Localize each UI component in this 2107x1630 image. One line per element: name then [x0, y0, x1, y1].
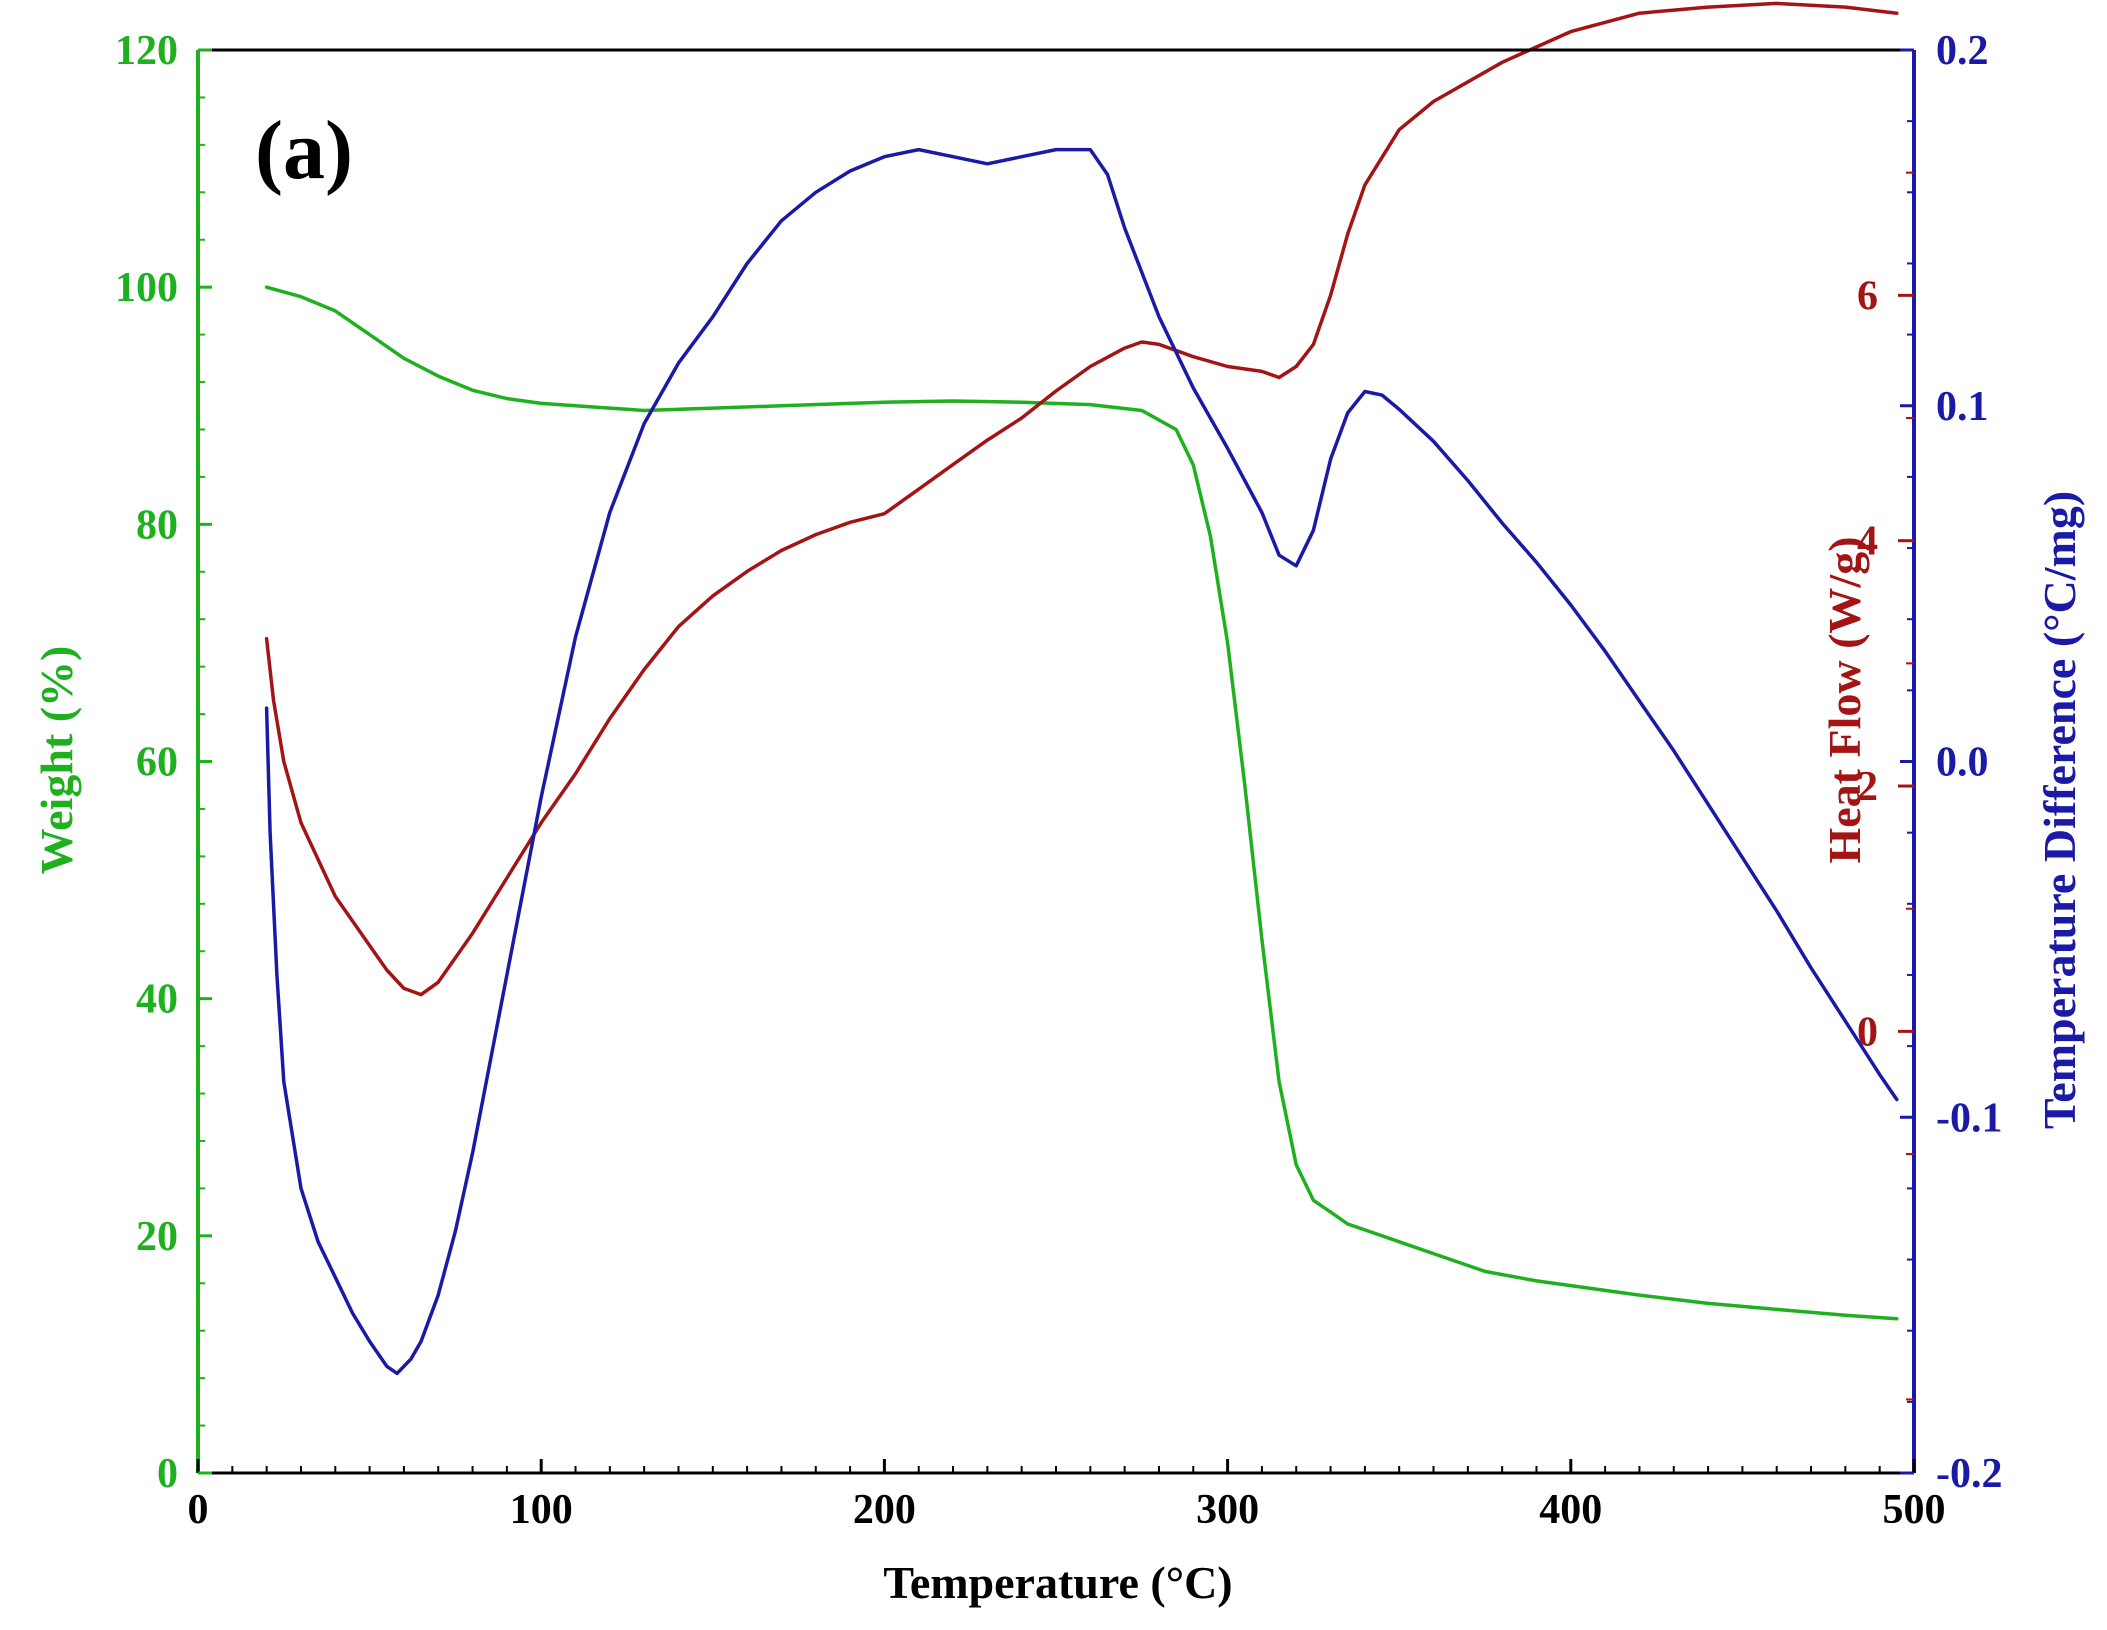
weight-curve — [264, 285, 1899, 1321]
temperature-difference-tick-label: 0.0 — [1936, 740, 1989, 786]
temperature-difference-curve — [264, 147, 1899, 1376]
weight-tick-label: 120 — [115, 28, 178, 74]
heat-flow-tick-label: 4 — [1857, 519, 1878, 565]
heat-flow-axis-title: Heat Flow (W/g) — [1819, 536, 1870, 863]
weight-tick-label: 80 — [136, 502, 178, 548]
weight-tick-label: 20 — [136, 1214, 178, 1260]
x-tick-label: 100 — [510, 1487, 573, 1533]
x-tick-label: 300 — [1196, 1487, 1259, 1533]
x-tick-label: 400 — [1539, 1487, 1602, 1533]
weight-tick-label: 40 — [136, 977, 178, 1023]
temperature-difference-tick-label: -0.2 — [1936, 1451, 2003, 1497]
x-tick-label: 200 — [853, 1487, 916, 1533]
temperature-difference-tick-label: 0.2 — [1936, 28, 1989, 74]
x-axis-title: Temperature (°C) — [883, 1557, 1232, 1608]
weight-axis-title: Weight (%) — [31, 646, 82, 875]
heat-flow-tick-label: 6 — [1857, 273, 1878, 319]
panel-label: (a) — [255, 104, 353, 197]
x-tick-label: 0 — [188, 1487, 209, 1533]
weight-tick-label: 60 — [136, 740, 178, 786]
temperature-difference-tick-label: -0.1 — [1936, 1095, 2003, 1141]
temperature-difference-axis-title: Temperature Difference (°C/mg) — [2034, 491, 2085, 1129]
heat-flow-curve — [264, 1, 1899, 997]
heat-flow-tick-label: 2 — [1857, 764, 1878, 810]
tick-layer: 0 100 200 300 400 500020406080100120-0.2-0.10… — [115, 28, 2003, 1533]
heat-flow-tick-label: 0 — [1857, 1009, 1878, 1055]
temperature-difference-tick-label: 0.1 — [1936, 384, 1989, 430]
weight-tick-label: 100 — [115, 265, 178, 311]
weight-tick-label: 0 — [157, 1451, 178, 1497]
series-layer — [264, 1, 1899, 1376]
x-tick-label: 500 — [1883, 1487, 1946, 1533]
